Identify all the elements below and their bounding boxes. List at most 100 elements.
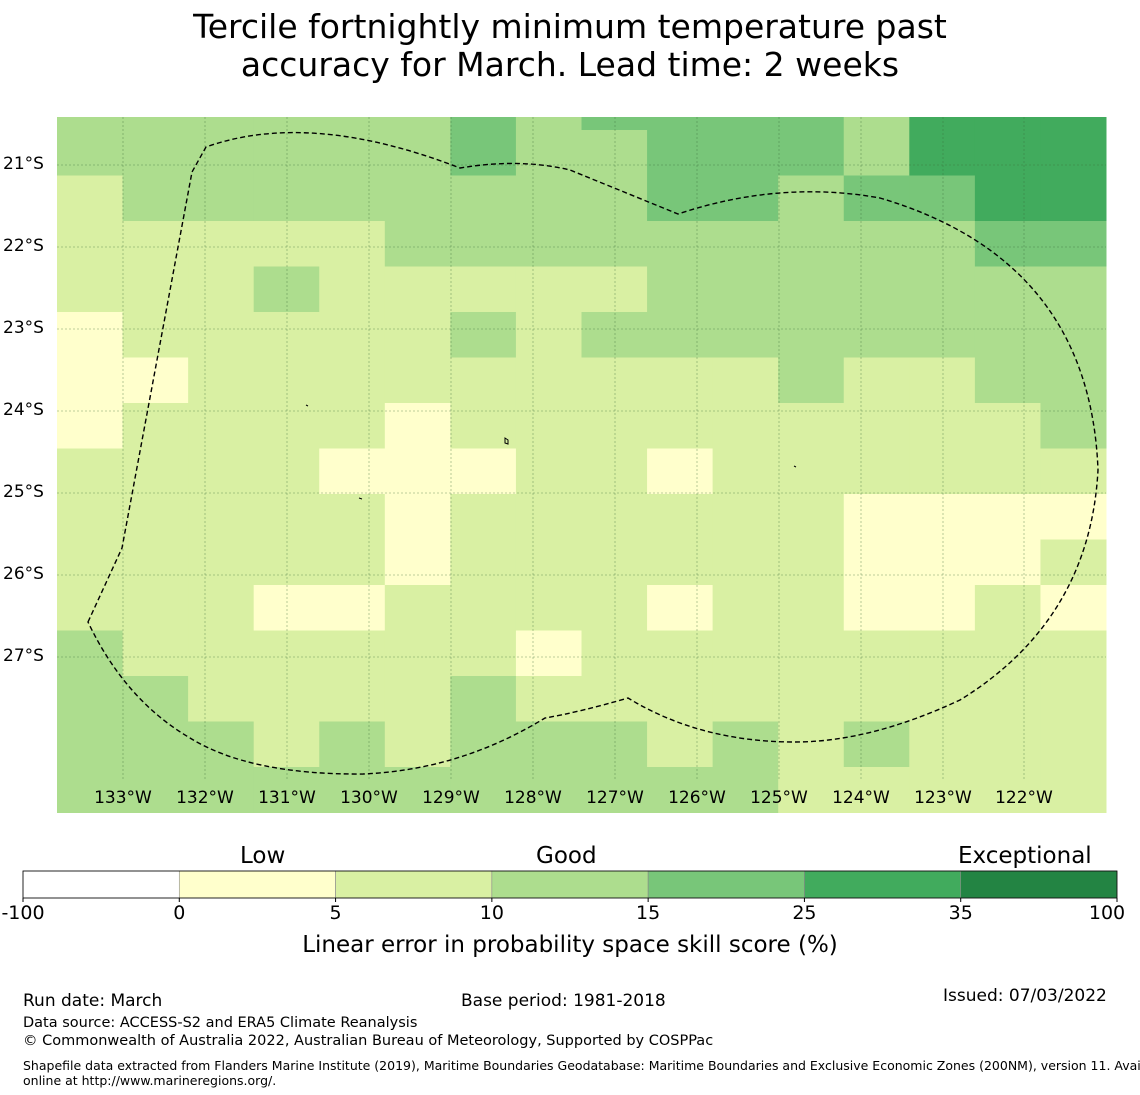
grid-cell xyxy=(188,448,255,495)
colorbar-tick-label: 35 xyxy=(948,902,973,924)
grid-cell xyxy=(253,357,320,404)
grid-cell xyxy=(581,539,648,586)
grid-cell xyxy=(450,403,517,449)
grid-cell xyxy=(712,539,779,586)
grid-cell xyxy=(122,312,189,358)
grid-cell xyxy=(909,266,976,313)
grid-cell xyxy=(1040,312,1107,358)
grid-cell xyxy=(712,767,779,813)
shapefile-credit-line-1: Shapefile data extracted from Flanders M… xyxy=(23,1058,1140,1073)
grid-cell xyxy=(384,312,451,358)
grid-cell xyxy=(450,767,517,813)
grid-cell xyxy=(778,117,845,131)
grid-cell xyxy=(647,448,714,495)
grid-cell xyxy=(515,403,582,449)
grid-cell xyxy=(647,221,714,267)
grid-cell xyxy=(515,676,582,722)
grid-cell xyxy=(974,721,1041,768)
grid-cell xyxy=(122,130,189,176)
grid-cell xyxy=(188,312,255,358)
grid-cell xyxy=(384,676,451,722)
grid-cell xyxy=(515,494,582,540)
grid-cell xyxy=(253,448,320,495)
grid-cell xyxy=(778,130,845,176)
longitude-label: 128°W xyxy=(504,788,562,808)
grid-cell xyxy=(384,494,451,540)
island-marker xyxy=(358,497,363,500)
colorbar-tick-label: -100 xyxy=(1,902,45,924)
grid-cell xyxy=(253,630,320,677)
grid-cell xyxy=(450,539,517,586)
grid-cell xyxy=(581,767,648,813)
grid-cell xyxy=(450,266,517,313)
grid-cell xyxy=(843,403,910,449)
grid-cell xyxy=(253,175,320,222)
grid-cell xyxy=(909,767,976,813)
grid-cell xyxy=(843,448,910,495)
grid-cell xyxy=(909,175,976,222)
grid-cell xyxy=(1040,585,1107,631)
colorbar-label: Linear error in probability space skill … xyxy=(302,932,838,958)
grid-cell xyxy=(778,175,845,222)
island-marker xyxy=(793,465,797,468)
grid-cell xyxy=(647,494,714,540)
grid-cell xyxy=(581,357,648,404)
data-source: Data source: ACCESS-S2 and ERA5 Climate … xyxy=(23,1015,418,1031)
colorbar-tick-label: 5 xyxy=(329,902,342,924)
grid-cell xyxy=(122,494,189,540)
colorbar-segment xyxy=(335,870,493,899)
colorbar-tick-label: 0 xyxy=(173,902,186,924)
grid-cell xyxy=(1040,117,1107,131)
grid-cell xyxy=(384,266,451,313)
grid-cell xyxy=(57,585,124,631)
title-line-1: Tercile fortnightly minimum temperature … xyxy=(193,7,947,46)
grid-cell xyxy=(581,130,648,176)
grid-cell xyxy=(384,448,451,495)
grid-cell xyxy=(647,175,714,222)
grid-cell xyxy=(57,721,124,768)
grid-cell xyxy=(122,585,189,631)
grid-cell xyxy=(974,539,1041,586)
colorbar-segment xyxy=(960,870,1118,899)
grid-cell xyxy=(515,266,582,313)
colorbar-tick-label: 25 xyxy=(792,902,817,924)
grid-cell xyxy=(581,721,648,768)
graticule xyxy=(57,117,1106,780)
grid-cell xyxy=(319,357,386,404)
grid-cell xyxy=(974,585,1041,631)
grid-cell xyxy=(778,721,845,768)
grid-cell xyxy=(1040,266,1107,313)
colorbar-tick-label: 100 xyxy=(1088,902,1126,924)
grid-cell xyxy=(57,676,124,722)
grid-cell xyxy=(1040,767,1107,813)
longitude-label: 123°W xyxy=(914,788,972,808)
grid-cell xyxy=(384,403,451,449)
grid-cell xyxy=(188,676,255,722)
grid-cell xyxy=(843,221,910,267)
grid-cell xyxy=(647,117,714,131)
grid-cell xyxy=(57,539,124,586)
grid-cell xyxy=(384,721,451,768)
grid-cell xyxy=(1040,357,1107,404)
grid-cell xyxy=(974,494,1041,540)
grid-cell xyxy=(122,721,189,768)
grid-cell xyxy=(188,630,255,677)
grid-cell xyxy=(515,585,582,631)
grid-cell xyxy=(450,448,517,495)
grid-cell xyxy=(188,266,255,313)
grid-cell xyxy=(843,721,910,768)
grid-cell xyxy=(647,676,714,722)
grid-cell xyxy=(778,448,845,495)
island-marker xyxy=(305,404,309,407)
grid-cell xyxy=(712,630,779,677)
grid-cell xyxy=(319,403,386,449)
grid-cell xyxy=(778,630,845,677)
grid-cell xyxy=(843,630,910,677)
grid-cell xyxy=(647,403,714,449)
longitude-label: 127°W xyxy=(586,788,644,808)
grid-cell xyxy=(843,117,910,131)
grid-cell xyxy=(253,117,320,131)
grid-cell xyxy=(778,539,845,586)
grid-cell xyxy=(581,175,648,222)
